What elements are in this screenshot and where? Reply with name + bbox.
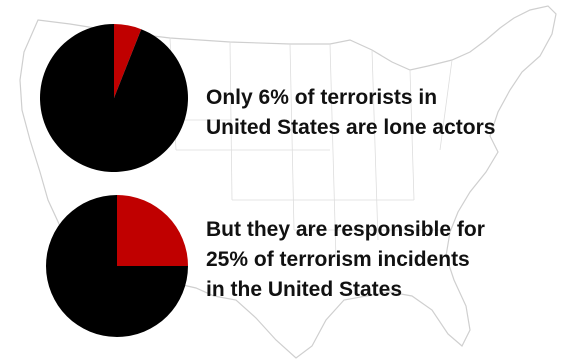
caption-line: Only 6% of terrorists in	[206, 83, 495, 113]
caption-line: United States are lone actors	[206, 113, 495, 143]
caption-line: in the United States	[206, 275, 485, 305]
caption-line: 25% of terrorism incidents	[206, 245, 485, 275]
caption-lone-actors: Only 6% of terrorists in United States a…	[206, 83, 495, 143]
pie-chart-lone-actors	[40, 18, 188, 178]
pie-chart-incidents	[46, 195, 188, 337]
pie-slice-1	[40, 24, 188, 172]
pie-slice-0	[117, 195, 188, 266]
caption-incidents: But they are responsible for 25% of terr…	[206, 215, 485, 305]
caption-line: But they are responsible for	[206, 215, 485, 245]
